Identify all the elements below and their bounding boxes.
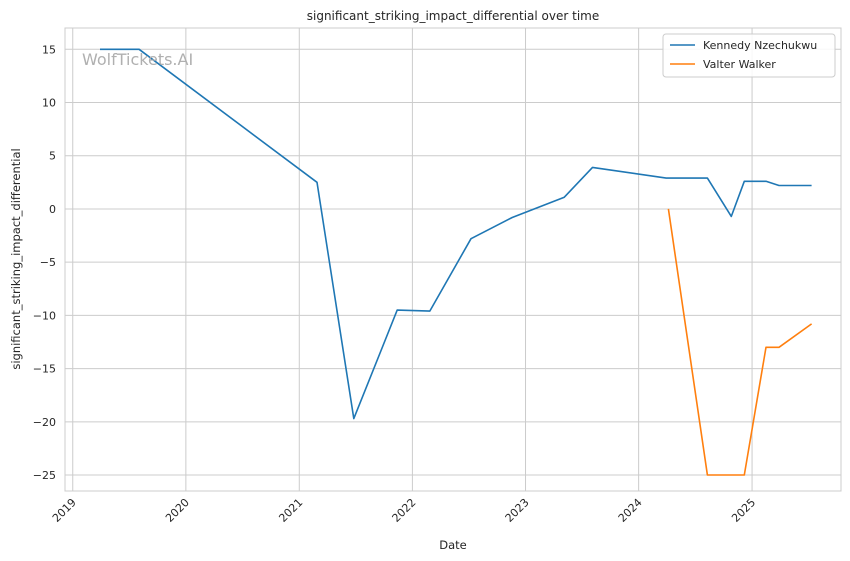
plot-background — [65, 28, 841, 491]
x-tick-label: 2019 — [50, 496, 79, 525]
x-tick-label: 2022 — [390, 496, 419, 525]
legend: Kennedy Nzechukwu Valter Walker — [662, 33, 836, 78]
x-tick-label: 2020 — [163, 496, 192, 525]
y-tick-label: 5 — [49, 150, 56, 163]
y-tick-label: −20 — [33, 416, 56, 429]
y-tick-label: 10 — [42, 97, 56, 110]
y-tick-label: −15 — [33, 363, 56, 376]
x-tick-label: 2024 — [616, 496, 645, 525]
y-tick-label: −5 — [40, 256, 56, 269]
y-tick-label: −25 — [33, 469, 56, 482]
y-tick-label: −10 — [33, 309, 56, 322]
legend-label-kennedy-nzechukwu: Kennedy Nzechukwu — [703, 39, 817, 52]
chart-title: significant_striking_impact_differential… — [307, 9, 599, 23]
y-tick-label: 0 — [49, 203, 56, 216]
watermark: WolfTickets.AI — [82, 50, 193, 69]
x-tick-label: 2021 — [276, 496, 305, 525]
legend-box — [662, 33, 836, 78]
y-axis-ticks: 15 10 5 0 −5 −10 −15 −20 −25 — [33, 43, 56, 482]
y-tick-label: 15 — [42, 43, 56, 56]
series-line-kennedy-nzechukwu — [100, 48, 812, 420]
series-line-valter-walker — [667, 208, 813, 476]
grid — [65, 28, 841, 491]
y-axis-label: significant_striking_impact_differential — [9, 148, 23, 369]
x-axis-label: Date — [439, 538, 467, 552]
series-layer — [100, 48, 813, 476]
x-tick-label: 2023 — [503, 496, 532, 525]
legend-label-valter-walker: Valter Walker — [703, 58, 776, 71]
x-tick-label: 2025 — [729, 496, 758, 525]
x-axis-ticks: 2019 2020 2021 2022 2023 2024 2025 — [50, 496, 758, 525]
plot-frame — [64, 27, 842, 492]
